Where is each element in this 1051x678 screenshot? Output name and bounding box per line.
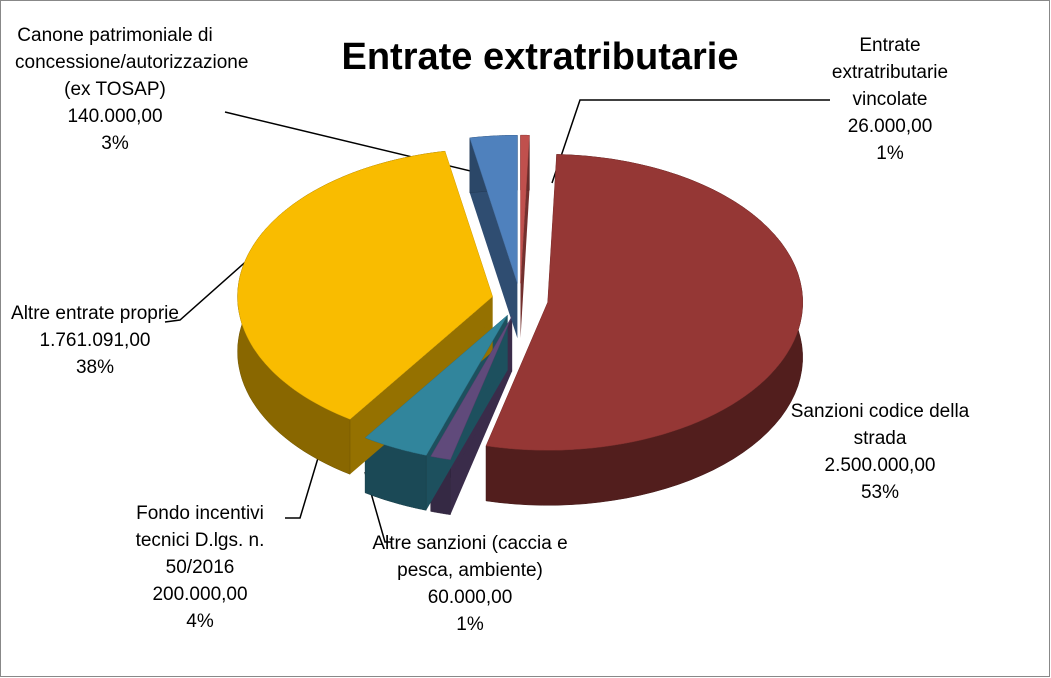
value-label: 60.000,00: [427, 587, 513, 608]
chart-title: Entrate extratributarie: [341, 36, 739, 78]
value-label: 1.761.091,00: [39, 330, 151, 351]
data-label: Canone patrimoniale di concessione/autor…: [15, 22, 249, 157]
category-label: Canone patrimoniale di concessione/autor…: [15, 25, 249, 100]
data-label: Fondo incentivi tecnici D.lgs. n. 50/201…: [110, 500, 290, 635]
category-label: Entrate extratributarie vincolate: [831, 35, 949, 110]
percent-label: 53%: [860, 482, 900, 503]
pie: [237, 134, 803, 515]
percent-label: 4%: [186, 611, 214, 632]
percent-label: 1%: [456, 614, 484, 635]
slice: [520, 134, 530, 284]
data-label: Altre entrate proprie 1.761.091,00 38%: [10, 300, 180, 381]
category-label: Sanzioni codice della strada: [790, 401, 970, 449]
value-label: 2.500.000,00: [824, 455, 936, 476]
leader-line: [224, 111, 513, 182]
leader-line: [164, 241, 269, 323]
leader-line: [285, 457, 319, 519]
value-label: 26.000,00: [847, 116, 933, 137]
slice: [430, 315, 513, 460]
category-label: Fondo incentivi tecnici D.lgs. n. 50/201…: [135, 503, 265, 578]
data-label: Altre sanzioni (caccia e pesca, ambiente…: [370, 530, 570, 638]
percent-label: 1%: [876, 143, 904, 164]
value-label: 200.000,00: [152, 584, 248, 605]
data-label: Entrate extratributarie vincolate 26.000,…: [810, 32, 970, 167]
category-label: Altre sanzioni (caccia e pesca, ambiente…: [372, 533, 568, 581]
data-label: Sanzioni codice della strada 2.500.000,00…: [790, 398, 970, 506]
percent-label: 3%: [101, 133, 129, 154]
category-label: Altre entrate proprie: [11, 303, 179, 324]
value-label: 140.000,00: [67, 106, 163, 127]
slice: [485, 154, 803, 451]
slice: [469, 135, 518, 284]
percent-label: 38%: [75, 357, 115, 378]
slice: [237, 150, 493, 420]
slice: [364, 314, 508, 456]
